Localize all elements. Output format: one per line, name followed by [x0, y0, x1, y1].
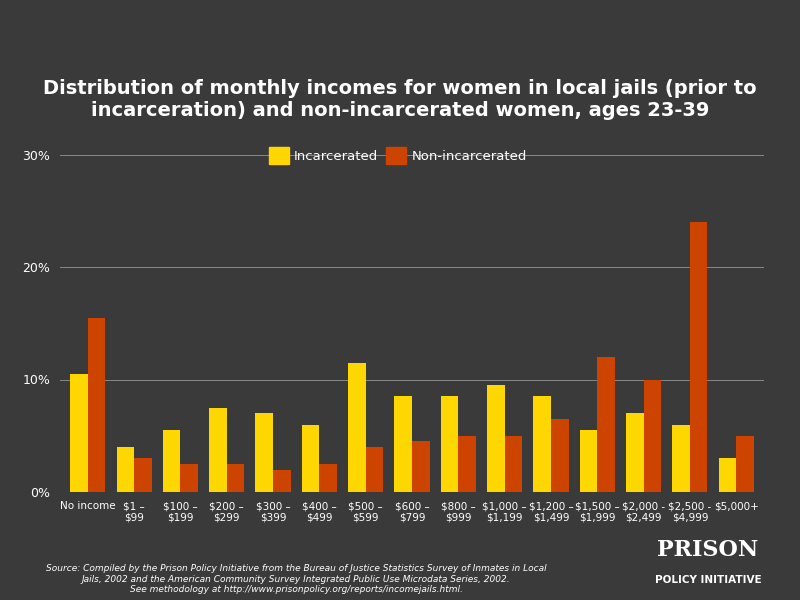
- Bar: [366, 447, 383, 492]
- Bar: [319, 464, 337, 492]
- Bar: [626, 413, 643, 492]
- Bar: [134, 458, 152, 492]
- Bar: [255, 413, 273, 492]
- Bar: [226, 464, 244, 492]
- Text: Distribution of monthly incomes for women in local jails (prior to
incarceration: Distribution of monthly incomes for wome…: [43, 79, 757, 120]
- Bar: [487, 385, 505, 492]
- Bar: [181, 464, 198, 492]
- Bar: [690, 222, 707, 492]
- Bar: [117, 447, 134, 492]
- Bar: [505, 436, 522, 492]
- Bar: [412, 442, 430, 492]
- Bar: [643, 379, 661, 492]
- Bar: [70, 374, 88, 492]
- Bar: [672, 425, 690, 492]
- Bar: [209, 407, 226, 492]
- Bar: [736, 436, 754, 492]
- Text: POLICY INITIATIVE: POLICY INITIATIVE: [654, 575, 762, 585]
- Bar: [458, 436, 476, 492]
- Bar: [88, 317, 106, 492]
- Bar: [598, 357, 615, 492]
- Bar: [551, 419, 569, 492]
- Bar: [394, 397, 412, 492]
- Bar: [348, 362, 366, 492]
- Bar: [163, 430, 181, 492]
- Bar: [441, 397, 458, 492]
- Text: PRISON: PRISON: [658, 539, 758, 561]
- Legend: Incarcerated, Non-incarcerated: Incarcerated, Non-incarcerated: [264, 142, 532, 169]
- Bar: [302, 425, 319, 492]
- Bar: [718, 458, 736, 492]
- Text: Source: Compiled by the Prison Policy Initiative from the Bureau of Justice Stat: Source: Compiled by the Prison Policy In…: [46, 564, 546, 594]
- Bar: [273, 469, 290, 492]
- Bar: [580, 430, 598, 492]
- Bar: [534, 397, 551, 492]
